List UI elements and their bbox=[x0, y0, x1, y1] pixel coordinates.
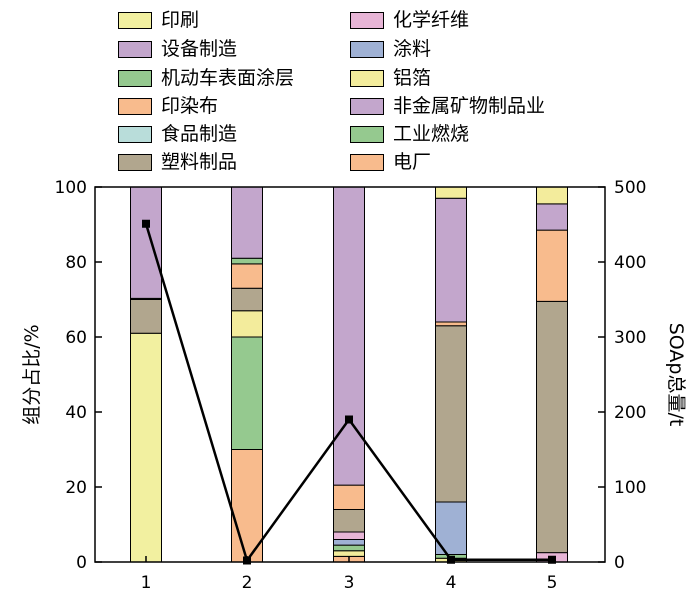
bar-segment bbox=[231, 263, 263, 289]
legend-item: 化学纤维 bbox=[350, 8, 469, 32]
right-tick-label: 100 bbox=[614, 478, 646, 498]
legend-item: 塑料制品 bbox=[118, 150, 237, 174]
bar-segment bbox=[536, 229, 568, 302]
bar-segment bbox=[536, 300, 568, 554]
legend-item: 机动车表面涂层 bbox=[118, 66, 294, 90]
line-point bbox=[142, 219, 150, 228]
line-point bbox=[345, 415, 353, 424]
bar-segment bbox=[333, 186, 365, 486]
legend-swatch-铝箔 bbox=[350, 69, 384, 87]
legend-label: 设备制造 bbox=[161, 38, 238, 60]
legend-label: 机动车表面涂层 bbox=[161, 67, 295, 89]
legend-swatch-涂料 bbox=[350, 40, 384, 58]
legend-label: 涂料 bbox=[393, 38, 432, 60]
legend-swatch-塑料制品 bbox=[118, 153, 152, 171]
bar-segment bbox=[333, 550, 365, 557]
bar-segment bbox=[333, 509, 365, 533]
legend-swatch-机动车表面涂层 bbox=[118, 69, 152, 87]
right-tick-label: 500 bbox=[614, 178, 646, 198]
bar-segment bbox=[435, 186, 467, 199]
right-tick-label: 200 bbox=[614, 403, 646, 423]
legend-swatch-食品制造 bbox=[118, 125, 152, 143]
bar-segment bbox=[130, 186, 162, 299]
legend-label: 塑料制品 bbox=[161, 151, 238, 173]
legend-item: 非金属矿物制品业 bbox=[350, 94, 545, 118]
legend-label: 铝箔 bbox=[393, 67, 432, 89]
legend-swatch-印染布 bbox=[118, 97, 152, 115]
y-axis-title-right: SOAp总量/t bbox=[665, 323, 687, 427]
legend-label: 电厂 bbox=[393, 151, 432, 173]
bar-segment bbox=[231, 336, 263, 450]
bar-segment bbox=[536, 186, 568, 205]
left-tick-label: 40 bbox=[65, 403, 87, 423]
legend-swatch-化学纤维 bbox=[350, 11, 384, 29]
right-tick-label: 300 bbox=[614, 328, 646, 348]
bar-segment bbox=[333, 484, 365, 510]
bar-segment bbox=[435, 321, 467, 327]
legend-label: 印染布 bbox=[161, 95, 219, 117]
left-tick-label: 0 bbox=[76, 553, 87, 573]
x-tick-label: 4 bbox=[446, 573, 457, 593]
legend-item: 设备制造 bbox=[118, 37, 237, 61]
x-tick-label: 1 bbox=[141, 573, 152, 593]
x-tick-label: 2 bbox=[242, 573, 253, 593]
left-tick-label: 60 bbox=[65, 328, 87, 348]
bar-segment bbox=[333, 539, 365, 546]
bars-layer bbox=[130, 186, 568, 563]
legend-label: 化学纤维 bbox=[393, 9, 470, 31]
bar-segment bbox=[435, 197, 467, 323]
legend: 印刷 化学纤维 设备制造 涂料 机动车表面涂层 铝箔 印染布 非金属矿物制品业 … bbox=[0, 0, 700, 180]
legend-label: 食品制造 bbox=[161, 123, 238, 145]
y-axis-title-left: 组分占比/% bbox=[21, 324, 43, 424]
bar-segment bbox=[435, 501, 467, 555]
bar-segment bbox=[231, 257, 263, 265]
bar-segment bbox=[333, 544, 365, 552]
axes-layer: 0 20 40 60 80 100 0 100 200 300 400 500 1 2 3 4 5 组分占比/% S… bbox=[21, 178, 687, 593]
left-tick-label: 100 bbox=[55, 178, 87, 198]
bar-segment bbox=[231, 310, 263, 338]
legend-swatch-非金属矿物制品业 bbox=[350, 97, 384, 115]
legend-swatch-设备制造 bbox=[118, 40, 152, 58]
x-tick-label: 5 bbox=[547, 573, 558, 593]
bar-segment bbox=[231, 449, 263, 563]
legend-item: 印染布 bbox=[118, 94, 218, 118]
legend-item: 涂料 bbox=[350, 37, 431, 61]
bar-segment bbox=[130, 299, 162, 334]
bar-segment bbox=[231, 186, 263, 259]
legend-swatch-电厂 bbox=[350, 153, 384, 171]
left-tick-label: 20 bbox=[65, 478, 87, 498]
legend-item: 铝箔 bbox=[350, 66, 431, 90]
bar-segment bbox=[130, 332, 162, 563]
legend-label: 印刷 bbox=[161, 9, 200, 31]
legend-swatch-印刷 bbox=[118, 11, 152, 29]
legend-label: 非金属矿物制品业 bbox=[393, 95, 546, 117]
right-tick-label: 400 bbox=[614, 253, 646, 273]
bar-segment bbox=[536, 203, 568, 231]
bar-segment bbox=[435, 325, 467, 503]
legend-item: 印刷 bbox=[118, 8, 199, 32]
plot-frame bbox=[94, 186, 606, 563]
right-tick-label: 0 bbox=[614, 553, 625, 573]
legend-label: 工业燃烧 bbox=[393, 123, 470, 145]
bar-segment bbox=[231, 287, 263, 312]
bar-segment bbox=[333, 531, 365, 540]
legend-swatch-工业燃烧 bbox=[350, 125, 384, 143]
legend-item: 食品制造 bbox=[118, 122, 237, 146]
x-tick-label: 3 bbox=[344, 573, 355, 593]
legend-item: 电厂 bbox=[350, 150, 431, 174]
legend-item: 工业燃烧 bbox=[350, 122, 469, 146]
left-tick-label: 80 bbox=[65, 253, 87, 273]
